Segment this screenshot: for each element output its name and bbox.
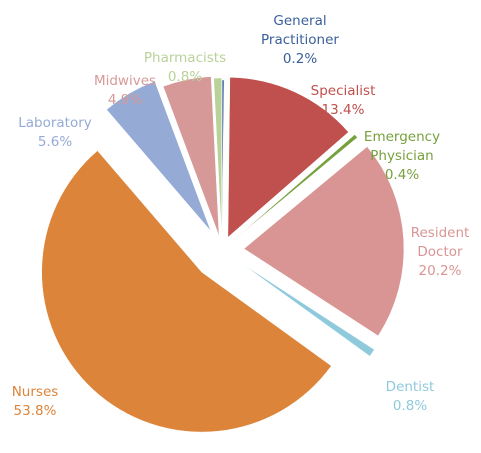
- value-label: 5.6%: [37, 134, 73, 150]
- slice-label: Nurses 53.8%: [0, 383, 70, 421]
- pie-slice: [41, 150, 332, 433]
- slice-label: Resident Doctor 20.2%: [405, 224, 475, 281]
- value-label: 13.4%: [321, 102, 365, 118]
- pie-slice: [243, 146, 405, 337]
- pie-slice: [227, 77, 349, 238]
- slice-label: General Practitioner 0.2%: [250, 12, 350, 69]
- category-name: Nurses: [11, 384, 59, 400]
- slice-label: Dentist 0.8%: [370, 378, 450, 416]
- pie-slice: [213, 77, 222, 239]
- pie-slice: [234, 134, 358, 240]
- category-name: General Practitioner: [261, 13, 339, 48]
- value-label: 0.4%: [384, 167, 420, 183]
- value-label: 4.9%: [107, 92, 143, 108]
- category-name: Midwives: [93, 73, 157, 89]
- category-name: Pharmacists: [143, 50, 227, 66]
- value-label: 20.2%: [418, 263, 462, 279]
- category-name: Laboratory: [18, 115, 92, 131]
- category-name: Resident Doctor: [410, 225, 470, 260]
- slice-label: Midwives 4.9%: [85, 72, 165, 110]
- slice-label: Emergency Physician 0.4%: [352, 128, 452, 185]
- category-name: Dentist: [385, 379, 435, 395]
- pie-slice: [162, 76, 220, 237]
- value-label: 0.8%: [392, 398, 428, 414]
- slice-label: Laboratory 5.6%: [10, 114, 100, 152]
- category-name: Specialist: [310, 83, 376, 99]
- pie-slice: [106, 80, 212, 232]
- slice-label: Pharmacists 0.8%: [135, 49, 235, 87]
- pie-slice: [239, 262, 375, 357]
- value-label: 0.2%: [282, 51, 318, 67]
- category-name: Emergency Physician: [363, 129, 441, 164]
- pie-slice: [221, 79, 225, 241]
- slice-label: Specialist 13.4%: [303, 82, 383, 120]
- value-label: 0.8%: [167, 69, 203, 85]
- value-label: 53.8%: [13, 403, 57, 419]
